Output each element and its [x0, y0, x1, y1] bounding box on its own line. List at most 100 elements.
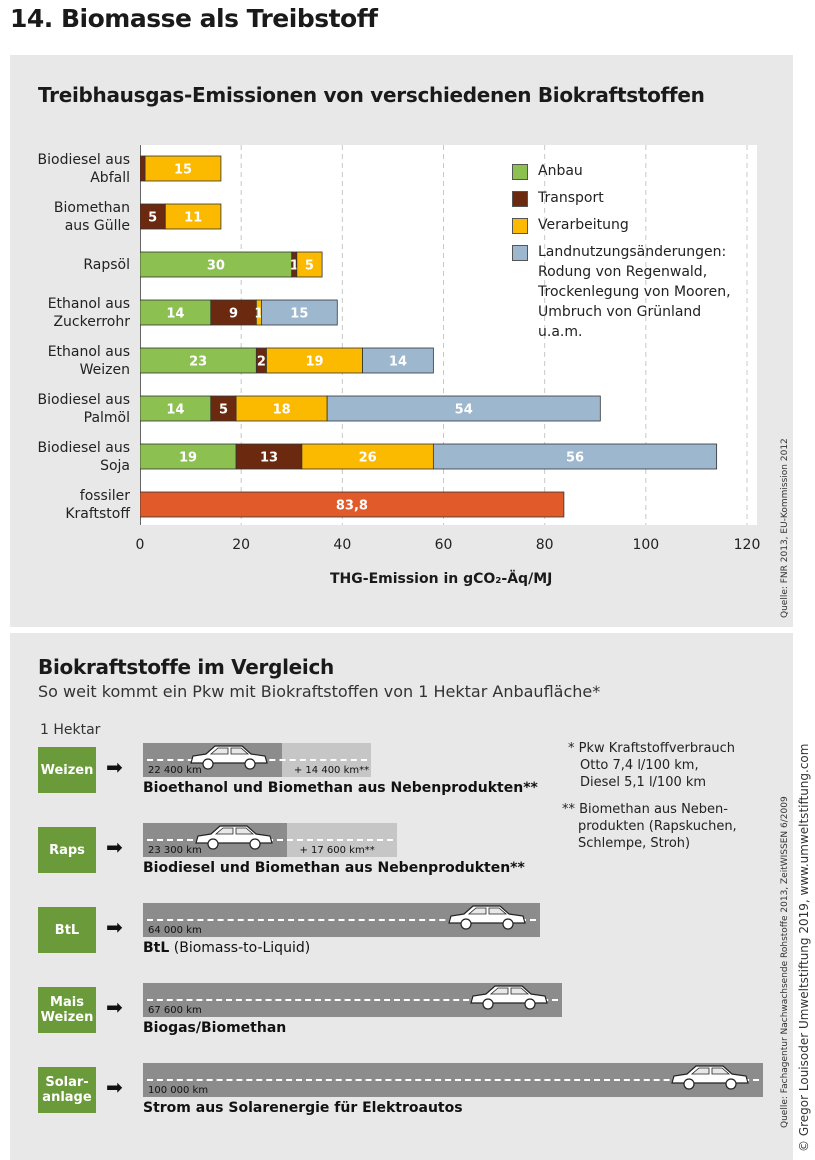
fuel-description: BtL (Biomass-to-Liquid) [143, 940, 310, 956]
legend-swatch [512, 191, 528, 207]
category-label: Rapsöl [10, 256, 130, 274]
category-label-line: Rapsöl [83, 256, 130, 273]
footnote-line: Otto 7,4 l/100 km, [580, 758, 699, 773]
legend-swatch [512, 245, 528, 261]
footnote-consumption: * Pkw Kraftstoffverbrauch Otto 7,4 l/100… [568, 740, 735, 791]
category-label: Biodiesel aus Soja [10, 439, 130, 475]
legend-label-extra: Umbruch von Grünland [538, 304, 702, 320]
crop-label: Mais [50, 995, 84, 1010]
bar-data-label: 83,8 [336, 499, 368, 514]
footnote-line: ** Biomethan aus Neben- [562, 802, 728, 817]
km-label: 100 000 km [148, 1085, 209, 1096]
bar-data-label: 2 [257, 355, 266, 370]
comparison-subtitle: So weit kommt ein Pkw mit Biokraftstoffe… [38, 682, 601, 701]
bar-segment [235, 395, 328, 422]
comparison-source: Quelle: Fachagentur Nachwachsende Rohsto… [780, 796, 790, 1128]
category-label-line: Biodiesel aus [37, 391, 130, 408]
bar-data-label: 30 [207, 259, 225, 274]
bar-data-label: 19 [179, 451, 197, 466]
category-label-line: Palmöl [83, 409, 130, 426]
bar-data-label: 26 [359, 451, 377, 466]
bar-data-label: 1 [290, 259, 299, 274]
legend-label: Anbau [538, 163, 583, 179]
bar-data-label: 19 [305, 355, 323, 370]
crop-label: Weizen [40, 1010, 94, 1025]
bar-segment [139, 251, 293, 278]
car-icon [470, 985, 548, 1010]
footnote-biomethane: ** Biomethan aus Neben- produkten (Rapsk… [562, 801, 737, 852]
footnote-line: produkten (Rapskuchen, [578, 819, 737, 834]
bar-data-label: 5 [305, 259, 314, 274]
category-label: Biodiesel aus Abfall [10, 151, 130, 187]
legend-label: Transport [538, 190, 604, 206]
car-icon [190, 745, 268, 770]
bar-data-label: 5 [219, 403, 228, 418]
km-label: 64 000 km [148, 925, 202, 936]
km-extra-label: + 17 600 km** [299, 845, 375, 856]
km-extra-label: + 14 400 km** [293, 765, 370, 776]
crop-box: Weizen [38, 747, 96, 793]
legend-entry: Transport [538, 188, 604, 208]
car-icon [671, 1065, 749, 1090]
fuel-description-bold: Bioethanol und Biomethan aus Nebenproduk… [143, 780, 538, 796]
legend-entry: Landnutzungsänderungen: Rodung von Regenw… [538, 242, 731, 342]
km-label: 67 600 km [148, 1005, 202, 1016]
crop-box: Solar-anlage [38, 1067, 96, 1113]
category-label: Ethanol aus Zuckerrohr [10, 295, 130, 331]
legend-swatch [512, 218, 528, 234]
x-tick-label: 120 [733, 537, 761, 553]
bar-data-label: 54 [455, 403, 473, 418]
fuel-description: Bioethanol und Biomethan aus Nebenproduk… [143, 780, 538, 796]
category-label-line: Biomethan [53, 199, 130, 216]
category-label-line: Abfall [90, 169, 130, 186]
crop-label: Weizen [40, 762, 94, 778]
arrow-icon: ➡ [106, 835, 123, 859]
bar-segment [139, 443, 237, 470]
comparison-panel: Biokraftstoffe im Vergleich So weit komm… [10, 633, 793, 1160]
footnote-line: * Pkw Kraftstoffverbrauch [568, 741, 736, 756]
bar-segment [144, 155, 222, 182]
legend-label-extra: Rodung von Regenwald, [538, 264, 708, 280]
footnote-line: Diesel 5,1 l/100 km [580, 775, 707, 790]
legend-label-extra: u.a.m. [538, 324, 583, 340]
x-tick-label: 100 [632, 537, 660, 553]
bar-segment [139, 155, 146, 182]
legend-label-extra: Trockenlegung von Mooren, [538, 284, 731, 300]
chart-plot-area: 15 5 11 30 1 5 14 9 1 15 23 2 19 14 14 5 18 54 19 13 26 56 83,… [139, 145, 757, 525]
legend-label: Landnutzungsänderungen: [538, 244, 727, 260]
bar-data-label: 15 [290, 307, 308, 322]
category-label-line: Zuckerrohr [53, 313, 130, 330]
crop-box: Mais Weizen [38, 987, 96, 1033]
bar-segment [139, 491, 565, 518]
crop-box: BtL [38, 907, 96, 953]
fuel-description-normal: (Biomass-to-Liquid) [169, 940, 311, 956]
bar-segment [266, 347, 363, 374]
fuel-description: Biodiesel und Biomethan aus Nebenprodukt… [143, 860, 525, 876]
x-axis-label: THG-Emission in gCO₂-Äq/MJ [330, 571, 553, 587]
page-title: 14. Biomasse als Treibstoff [10, 4, 378, 33]
bar-data-label: 1 [254, 307, 263, 322]
x-tick-label: 80 [535, 537, 554, 553]
category-label-line: Ethanol aus [47, 295, 130, 312]
bar-data-label: 11 [184, 211, 202, 226]
bar-segment [432, 443, 718, 470]
emissions-panel: Treibhausgas-Emissionen von verschiedene… [10, 55, 793, 627]
category-label-line: Biodiesel aus [37, 151, 130, 168]
km-label: 23 300 km [148, 845, 202, 856]
category-label: Biomethan aus Gülle [10, 199, 130, 235]
category-label-line: Biodiesel aus [37, 439, 130, 456]
category-label-line: Weizen [79, 361, 130, 378]
car-icon [195, 825, 274, 850]
fuel-description-bold: BtL [143, 940, 170, 956]
road-dash [147, 999, 559, 1001]
crop-label: Solar- [45, 1075, 89, 1090]
bar-segment [139, 299, 212, 326]
crop-label: BtL [54, 922, 80, 938]
arrow-icon: ➡ [106, 915, 123, 939]
legend-label: Verarbeitung [538, 217, 629, 233]
bar-segment [139, 347, 257, 374]
x-tick-label: 40 [333, 537, 352, 553]
fuel-description: Biogas/Biomethan [143, 1020, 286, 1036]
category-label: Ethanol aus Weizen [10, 343, 130, 379]
arrow-icon: ➡ [106, 755, 123, 779]
